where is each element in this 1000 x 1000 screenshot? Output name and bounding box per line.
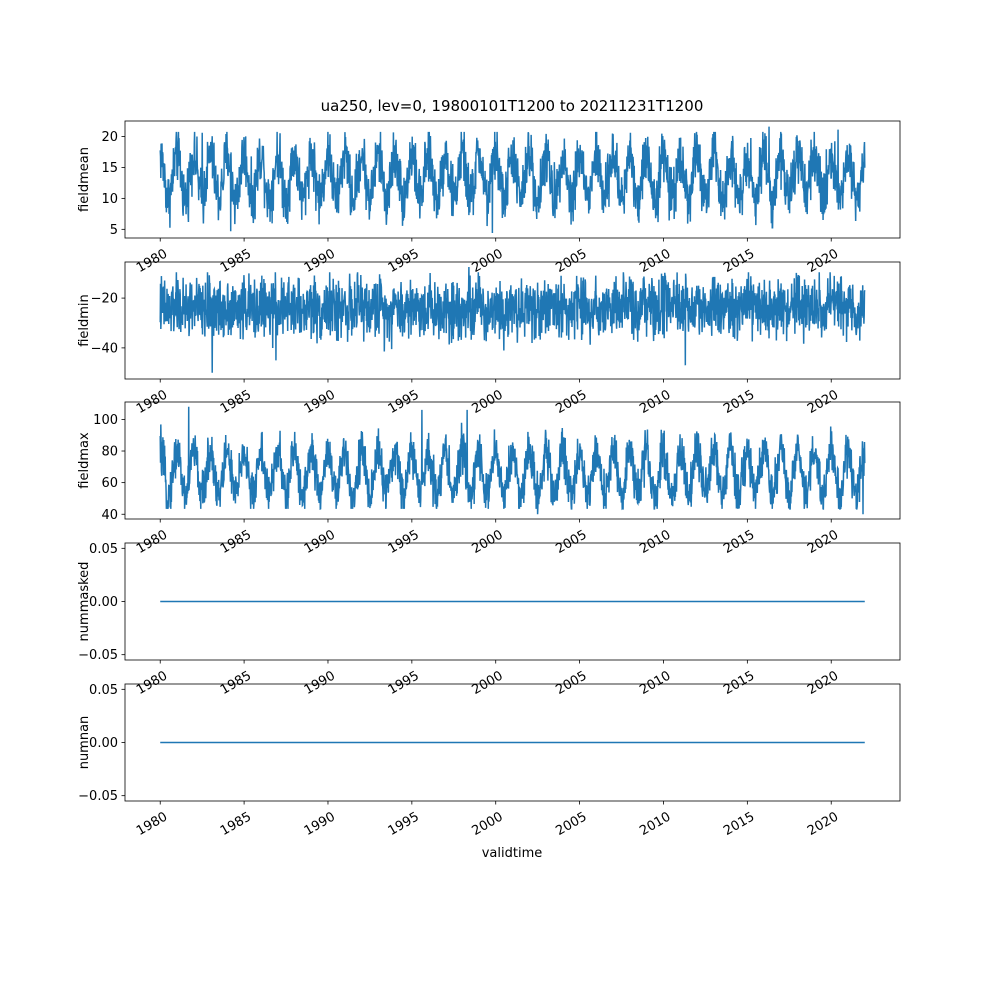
y-tick-label: 40	[101, 508, 118, 523]
x-tick-label: 2005	[553, 809, 589, 839]
y-tick-label: 0.00	[89, 736, 118, 751]
y-tick-label: 60	[101, 476, 118, 491]
x-tick-label: 1985	[218, 527, 254, 557]
x-tick-label: 2020	[805, 668, 841, 698]
y-tick-label: 80	[101, 445, 118, 460]
x-tick-label: 2005	[553, 668, 589, 698]
x-tick-label: 1995	[386, 246, 422, 276]
series-line-fieldmax	[159, 406, 866, 515]
y-tick-label: −40	[91, 341, 118, 356]
x-tick-label: 2000	[470, 668, 506, 698]
x-tick-label: 2015	[721, 527, 757, 557]
subplot-stack: 5 10 15 20 fieldmean 1980 1985 1990 1995 2000 2005…	[77, 120, 901, 839]
y-tick-label: 0.00	[89, 595, 118, 610]
x-tick-label: 1990	[302, 246, 338, 276]
x-tick-label: 2015	[721, 809, 757, 839]
axes-frame	[124, 401, 901, 520]
x-tick-label: 1985	[218, 246, 254, 276]
x-tick-label: 2000	[470, 246, 506, 276]
x-tick-label: 2015	[721, 668, 757, 698]
y-axis-label: fieldmax	[77, 432, 92, 489]
y-axis-label: nummasked	[77, 562, 92, 642]
y-tick-label: 10	[101, 192, 118, 207]
axes-frame	[124, 261, 901, 380]
x-tick-label: 1985	[218, 809, 254, 839]
axes-frame	[124, 120, 901, 239]
x-tick-label: 1995	[386, 527, 422, 557]
subplot-nummasked: −0.05 0.00 0.05 nummasked 1980 1985 1990 1995 20…	[77, 542, 901, 698]
x-tick-label: 2010	[637, 246, 673, 276]
y-tick-label: 100	[93, 413, 118, 428]
y-tick-label: 5	[110, 223, 118, 238]
x-tick-label: 1980	[134, 527, 170, 557]
y-tick-label: 15	[101, 161, 118, 176]
x-tick-label: 1990	[302, 668, 338, 698]
x-tick-label: 1985	[218, 668, 254, 698]
x-tick-label: 2010	[637, 527, 673, 557]
y-axis-label: numnan	[77, 716, 92, 770]
x-tick-label: 2020	[805, 246, 841, 276]
y-tick-label: 0.05	[89, 542, 118, 557]
x-tick-label: 2020	[805, 809, 841, 839]
y-tick-label: −0.05	[78, 648, 118, 663]
y-axis-label: fieldmean	[77, 147, 92, 212]
x-tick-label: 1980	[134, 809, 170, 839]
x-tick-label: 1990	[302, 527, 338, 557]
y-tick-label: 0.05	[89, 683, 118, 698]
x-axis-label: validtime	[482, 846, 543, 861]
x-tick-label: 1990	[302, 809, 338, 839]
x-tick-label: 1980	[134, 668, 170, 698]
subplot-fieldmean: 5 10 15 20 fieldmean 1980 1985 1990 1995 2000 2005…	[77, 120, 901, 276]
x-tick-label: 2010	[637, 668, 673, 698]
y-axis-label: fieldmin	[77, 294, 92, 347]
x-tick-label: 1995	[386, 668, 422, 698]
subplot-numnan: −0.05 0.00 0.05 numnan 1980 1985 1990 1995 2000 2…	[77, 683, 901, 839]
x-tick-label: 1980	[134, 246, 170, 276]
x-tick-label: 2000	[470, 527, 506, 557]
series-line-fieldmean	[159, 126, 866, 234]
series-line-fieldmin	[159, 266, 866, 373]
y-tick-label: 20	[101, 130, 118, 145]
x-tick-label: 2015	[721, 246, 757, 276]
x-tick-label: 2000	[470, 809, 506, 839]
figure-title: ua250, lev=0, 19800101T1200 to 20211231T…	[321, 97, 704, 115]
x-tick-label: 1995	[386, 809, 422, 839]
x-tick-label: 2010	[637, 809, 673, 839]
y-tick-label: −0.05	[78, 789, 118, 804]
x-tick-label: 2005	[553, 246, 589, 276]
x-tick-label: 2005	[553, 527, 589, 557]
x-tick-label: 2020	[805, 527, 841, 557]
y-tick-label: −20	[91, 292, 118, 307]
